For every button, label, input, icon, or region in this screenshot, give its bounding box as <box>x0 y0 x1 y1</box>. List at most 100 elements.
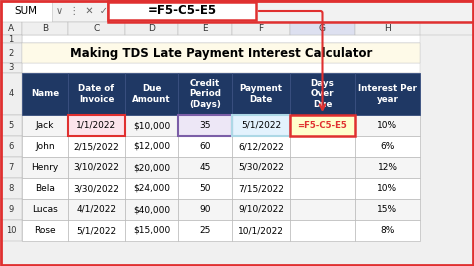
Text: 6%: 6% <box>380 142 395 151</box>
Bar <box>22 73 68 115</box>
Text: 25: 25 <box>199 226 210 235</box>
Text: 7/15/2022: 7/15/2022 <box>238 184 284 193</box>
Bar <box>68 199 125 220</box>
Bar <box>355 22 420 35</box>
Bar <box>232 22 290 35</box>
Text: 3/30/2022: 3/30/2022 <box>73 184 119 193</box>
Bar <box>125 157 178 178</box>
Text: Credit
Period
(Days): Credit Period (Days) <box>189 79 221 109</box>
Bar <box>0 199 22 220</box>
Bar <box>232 136 290 157</box>
Bar <box>0 22 22 35</box>
Bar <box>178 22 232 35</box>
Text: 3/10/2022: 3/10/2022 <box>73 163 119 172</box>
Bar <box>68 115 125 136</box>
Text: 4: 4 <box>9 89 14 98</box>
Bar <box>0 220 22 241</box>
Text: ∨  ⋮  ✕  ✓  fx: ∨ ⋮ ✕ ✓ fx <box>56 6 123 16</box>
Bar <box>125 115 178 136</box>
Bar <box>232 220 290 241</box>
Bar <box>0 157 22 178</box>
Bar <box>68 157 125 178</box>
Bar <box>355 157 420 178</box>
Bar <box>0 136 22 157</box>
Text: 45: 45 <box>199 163 210 172</box>
Bar <box>290 73 355 115</box>
Text: 5/1/2022: 5/1/2022 <box>241 121 281 130</box>
Bar <box>355 115 420 136</box>
Bar <box>0 35 22 43</box>
Text: D: D <box>148 24 155 33</box>
Text: 5/30/2022: 5/30/2022 <box>238 163 284 172</box>
Text: 9: 9 <box>9 205 14 214</box>
Text: 90: 90 <box>199 205 211 214</box>
Bar <box>0 22 474 35</box>
Bar <box>22 115 68 136</box>
Text: Payment
Date: Payment Date <box>239 84 283 104</box>
Text: $15,000: $15,000 <box>133 226 170 235</box>
Text: 8%: 8% <box>380 226 395 235</box>
Bar <box>290 115 355 136</box>
Bar <box>0 178 22 199</box>
Bar <box>0 73 22 115</box>
Bar <box>232 115 290 136</box>
Bar <box>22 43 420 63</box>
Bar <box>290 22 355 35</box>
Bar <box>22 136 68 157</box>
Bar <box>0 115 22 136</box>
Bar <box>178 199 232 220</box>
Bar <box>178 136 232 157</box>
Bar <box>355 199 420 220</box>
Bar <box>125 220 178 241</box>
Text: Rose: Rose <box>34 226 56 235</box>
Bar <box>232 157 290 178</box>
Bar <box>22 136 420 157</box>
Bar <box>22 220 420 241</box>
Bar <box>125 178 178 199</box>
Bar <box>290 178 355 199</box>
Bar <box>232 73 290 115</box>
Bar <box>290 157 355 178</box>
Text: =F5-C5-E5: =F5-C5-E5 <box>147 5 217 18</box>
Text: Name: Name <box>31 89 59 98</box>
Text: 5: 5 <box>9 121 14 130</box>
Text: Interest Per
year: Interest Per year <box>358 84 417 104</box>
Bar <box>355 73 420 115</box>
Bar <box>290 199 355 220</box>
Text: Days
Over
Due: Days Over Due <box>310 79 335 109</box>
Bar <box>22 157 68 178</box>
Text: 10: 10 <box>6 226 16 235</box>
Bar <box>22 178 68 199</box>
Text: Henry: Henry <box>31 163 59 172</box>
Bar <box>232 178 290 199</box>
Text: Lucas: Lucas <box>32 205 58 214</box>
Bar <box>125 22 178 35</box>
Bar <box>355 178 420 199</box>
Text: 10%: 10% <box>377 184 398 193</box>
Bar <box>108 0 474 22</box>
Bar <box>125 73 178 115</box>
Text: 35: 35 <box>199 121 211 130</box>
Bar <box>178 73 232 115</box>
Text: Jack: Jack <box>36 121 54 130</box>
Bar <box>290 136 355 157</box>
Text: A: A <box>8 24 14 33</box>
Text: 2: 2 <box>9 48 14 57</box>
Text: Date of
Invoice: Date of Invoice <box>78 84 115 104</box>
Text: $40,000: $40,000 <box>133 205 170 214</box>
Bar <box>232 115 290 136</box>
Text: 7: 7 <box>9 163 14 172</box>
Text: $24,000: $24,000 <box>133 184 170 193</box>
Bar <box>68 115 125 136</box>
Bar <box>22 63 420 73</box>
Text: Bela: Bela <box>35 184 55 193</box>
Text: $10,000: $10,000 <box>133 121 170 130</box>
Text: E: E <box>202 24 208 33</box>
Text: 6: 6 <box>9 142 14 151</box>
Bar <box>22 73 420 115</box>
Bar <box>178 157 232 178</box>
Text: 3: 3 <box>9 64 14 73</box>
Bar <box>68 178 125 199</box>
Bar <box>22 115 420 136</box>
Bar <box>22 220 68 241</box>
